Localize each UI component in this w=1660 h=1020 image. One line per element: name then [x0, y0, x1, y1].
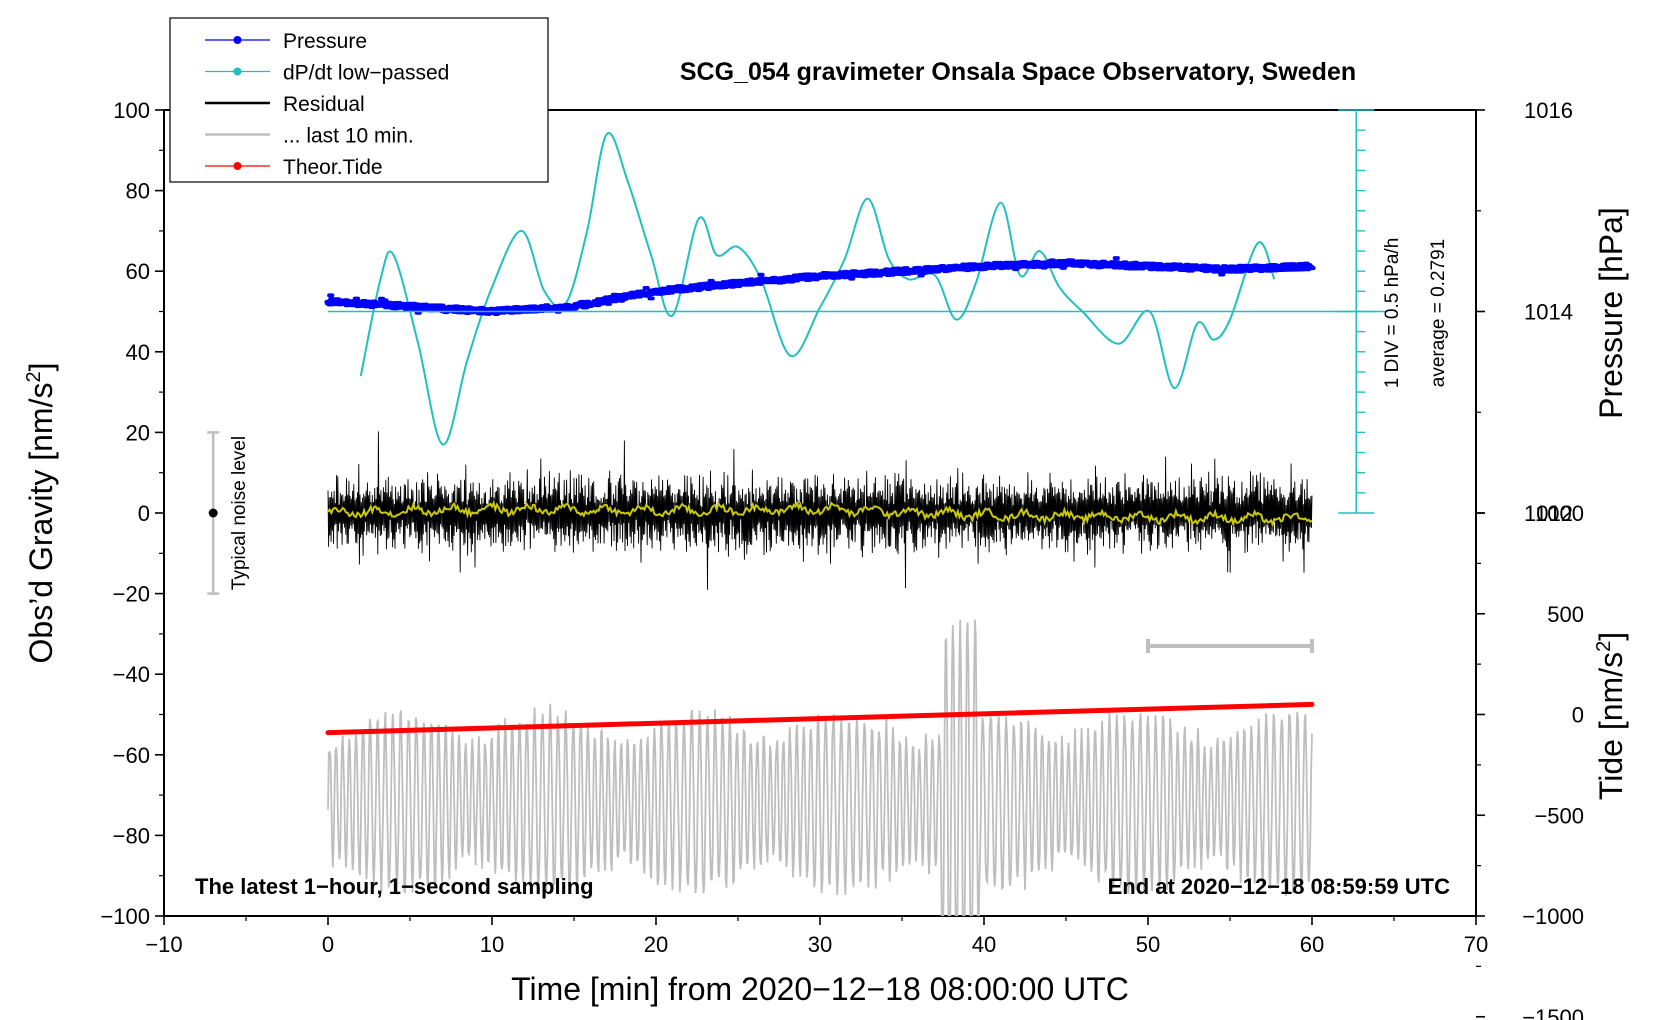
legend-swatch-marker	[233, 36, 242, 44]
x-tick-label: −10	[145, 932, 182, 957]
x-tick-label: 30	[808, 932, 832, 957]
dpdt-curve	[359, 132, 1276, 446]
y-axis-title-left-main: Obs’d Gravity [nm/s	[23, 383, 59, 664]
y-tick-label: 0	[138, 501, 150, 526]
tide-tick-label: −500	[1534, 803, 1584, 828]
y-tick-label: −100	[100, 904, 150, 929]
noise-level-center-dot	[208, 508, 218, 518]
legend-swatch-marker	[233, 67, 242, 76]
axis-ticks: −10 0 10 20 30 40 50 60 70−100−80−60−40−20020406…	[100, 98, 1584, 1020]
y-tick-label: 100	[113, 98, 150, 123]
legend-swatch-marker	[233, 162, 242, 170]
y-axis-title-left-sup: 2	[23, 371, 45, 382]
x-tick-label: 0	[322, 932, 334, 957]
x-tick-label: 40	[972, 932, 996, 957]
legend-label: dP/dt low−passed	[283, 62, 449, 85]
footer-left-note: The latest 1−hour, 1−second sampling	[195, 874, 594, 899]
x-axis-title: Time [min] from 2020−12−18 08:00:00 UTC	[511, 971, 1129, 1007]
y-axis-title-left-end: ]	[23, 363, 59, 372]
pressure-average-label: average = 0.2791	[1428, 239, 1449, 387]
x-tick-label: 70	[1464, 932, 1488, 957]
y-axis-title-tide-main: Tide [nm/s	[1593, 652, 1629, 800]
pressure-tick-label: 1012	[1524, 501, 1573, 526]
y-tick-label: −60	[113, 743, 150, 768]
pressure-tick-label: 1016	[1524, 98, 1573, 123]
tide-tick-label: −1500	[1522, 1005, 1584, 1020]
tide-tick-label: 500	[1547, 602, 1584, 627]
tide-tick-label: 1000	[1535, 501, 1584, 526]
tide-tick-label: −1000	[1522, 904, 1584, 929]
y-tick-label: 80	[126, 179, 150, 204]
y-tick-label: −80	[113, 823, 150, 848]
legend-label: Pressure	[283, 30, 367, 53]
chart-title: SCG_054 gravimeter Onsala Space Observat…	[680, 58, 1356, 86]
pressure-series	[324, 256, 1316, 316]
y-axis-title-left: Obs’d Gravity [nm/s2]	[23, 363, 59, 664]
last-10-min-series	[327, 619, 1313, 916]
x-tick-label: 50	[1136, 932, 1160, 957]
y-tick-label: −20	[113, 582, 150, 607]
y-tick-label: 60	[126, 259, 150, 284]
y-tick-label: 40	[126, 340, 150, 365]
overlay-annotations	[207, 109, 1386, 653]
pressure-scale-label: 1 DIV = 0.5 hPa/h	[1382, 238, 1403, 389]
legend: Pressure dP/dt low−passed Residual ... last…	[169, 17, 549, 183]
y-axis-title-tide-sup: 2	[1593, 641, 1615, 652]
data-series	[324, 132, 1316, 916]
theor-tide-series	[325, 701, 1315, 736]
y-tick-label: −40	[113, 662, 150, 687]
noise-level-label: Typical noise level	[229, 436, 250, 590]
tide-tick-label: 0	[1572, 703, 1584, 728]
y-axis-title-tide: Tide [nm/s2]	[1593, 632, 1629, 800]
legend-box	[169, 17, 549, 183]
legend-label: Theor.Tide	[283, 156, 383, 179]
residual-smoothed-series	[327, 499, 1313, 528]
legend-label: Residual	[283, 93, 365, 116]
y-axis-title-tide-end: ]	[1593, 632, 1629, 641]
legend-label: ... last 10 min.	[283, 125, 414, 148]
residual-series	[327, 431, 1313, 590]
footer-right-note: End at 2020−12−18 08:59:59 UTC	[1108, 874, 1451, 899]
x-tick-label: 20	[644, 932, 668, 957]
x-tick-label: 10	[480, 932, 504, 957]
y-axis-title-pressure: Pressure [hPa]	[1593, 207, 1629, 419]
pressure-tick-label: 1014	[1524, 300, 1573, 325]
x-tick-label: 60	[1300, 932, 1324, 957]
y-tick-label: 20	[126, 420, 150, 445]
